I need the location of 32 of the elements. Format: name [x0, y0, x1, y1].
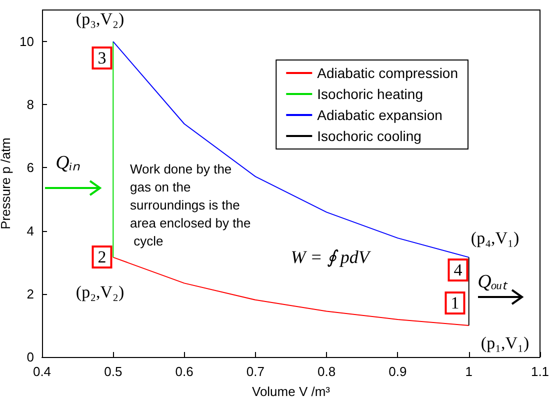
x-tick-label: 0.8 [318, 364, 336, 379]
x-axis-title: Volume V /m³ [252, 384, 331, 399]
x-tick-label: 0.4 [32, 364, 52, 379]
legend-label: Adiabatic compression [317, 65, 458, 81]
x-tick-label: 0.9 [388, 364, 407, 379]
annotation: W = ∮ pdV [290, 247, 372, 267]
annotation: 4 [454, 260, 463, 280]
annotation: 1 [450, 294, 460, 312]
y-tick-label: 10 [20, 34, 34, 50]
y-axis-title: Pressure p /atm [0, 138, 13, 230]
x-tick-label: 0.6 [175, 364, 194, 379]
annotation: Qᵢₙ [56, 152, 80, 174]
annotation: (p₃,V₂) [76, 10, 124, 28]
annotation: 3 [98, 48, 106, 68]
x-tick-label: 1 [465, 364, 472, 379]
y-tick-label: 0 [26, 350, 34, 364]
legend-label: Adiabatic expansion [317, 107, 442, 123]
annotation: 2 [98, 248, 106, 266]
y-tick-label: 6 [26, 160, 34, 176]
x-tick-label: 0.5 [104, 364, 122, 379]
annotation: (p₂,V₂) [76, 282, 124, 302]
annotation: (p₁,V₁) [480, 334, 530, 352]
x-tick-label: 1.1 [530, 364, 550, 379]
y-tick-label: 4 [26, 223, 34, 238]
annotation: (p₄,V₁) [470, 228, 520, 248]
annotation: Work done by the gas on the surroundings is the area enclosed by the cycle [130, 162, 251, 248]
y-tick-label: 8 [26, 97, 34, 112]
y-tick-label: 2 [26, 286, 34, 302]
legend-label: Isochoric heating [317, 86, 423, 102]
x-tick-label: 0.7 [246, 364, 264, 379]
legend-label: Isochoric cooling [317, 128, 422, 144]
annotation: Qₒᵤₜ [478, 272, 508, 292]
